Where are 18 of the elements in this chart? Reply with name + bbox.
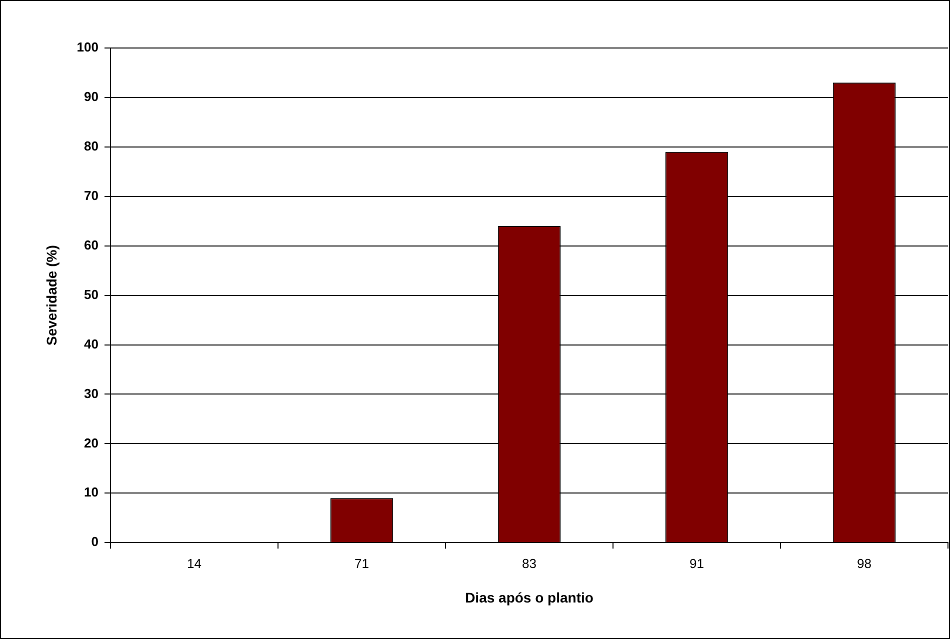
- y-tick-label: 30: [84, 386, 98, 401]
- y-tick-label: 100: [76, 40, 98, 55]
- y-tick-label: 70: [84, 188, 98, 203]
- x-tick-label: 14: [187, 556, 202, 571]
- x-axis-title: Dias após o plantio: [465, 589, 594, 606]
- y-tick-label: 0: [91, 534, 98, 550]
- y-tick-label: 80: [84, 138, 98, 154]
- y-tick-label: 40: [84, 336, 98, 352]
- y-tick-label: 90: [84, 89, 98, 104]
- x-tick-label: 91: [690, 556, 704, 571]
- y-tick-label: 20: [84, 435, 98, 450]
- y-tick-label: 50: [84, 286, 98, 302]
- x-tick-label: 71: [354, 556, 369, 571]
- y-tick-label: 60: [84, 237, 98, 252]
- x-tick-label: 98: [857, 556, 872, 571]
- y-tick-label: 10: [84, 484, 98, 500]
- y-axis-title: Severidade (%): [43, 245, 60, 346]
- x-tick-label: 83: [522, 556, 536, 571]
